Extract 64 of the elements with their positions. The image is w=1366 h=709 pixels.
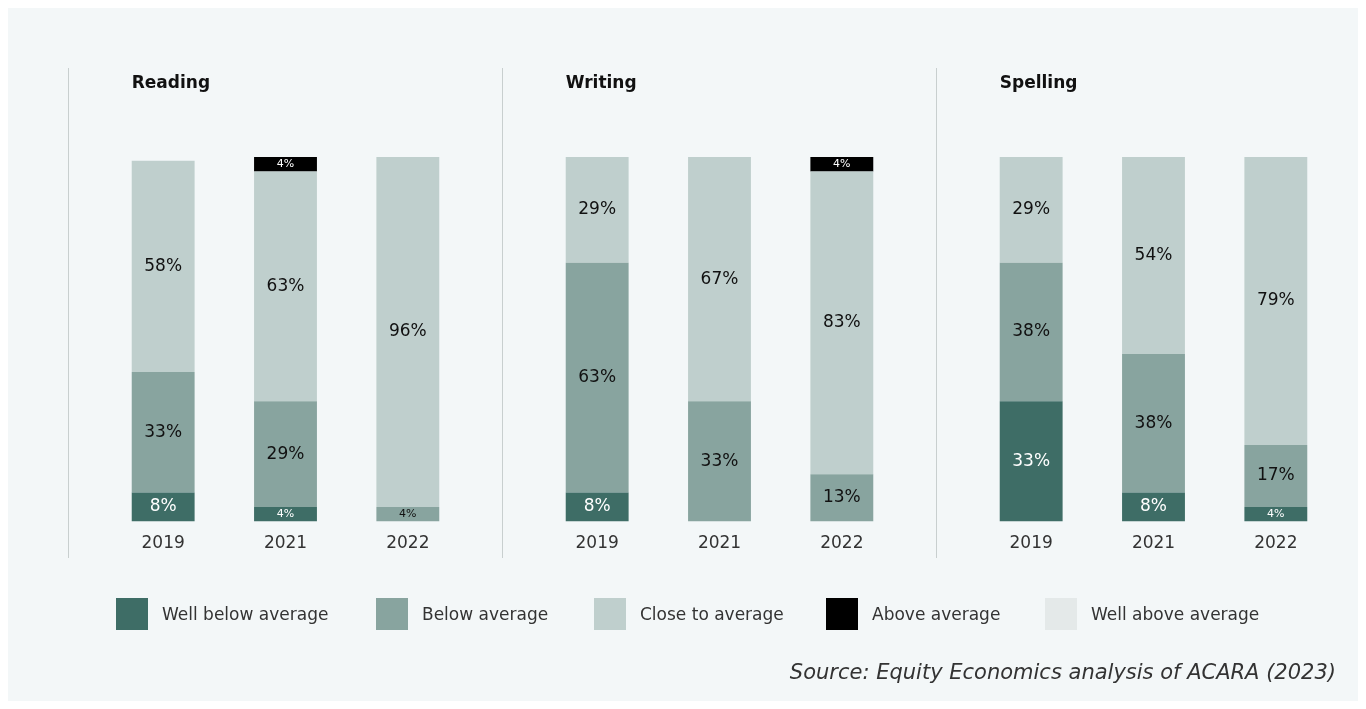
bar xyxy=(999,401,1063,522)
bar xyxy=(131,372,195,493)
bar xyxy=(565,157,629,263)
x-tick-label: 2019 xyxy=(1009,532,1053,553)
x-tick-label: 2019 xyxy=(141,532,185,553)
bar xyxy=(999,262,1063,402)
bar xyxy=(254,157,317,172)
data-label: 4% xyxy=(833,157,851,171)
data-label: 4% xyxy=(276,507,295,521)
x-tick-label: 2021 xyxy=(1131,532,1176,553)
x-tick-label: 2021 xyxy=(263,532,308,553)
legend-label: Well below average xyxy=(162,604,329,624)
data-label: 33% xyxy=(700,449,739,470)
data-label: 54% xyxy=(1134,243,1173,264)
bar xyxy=(999,157,1063,263)
x-tick-label: 2022 xyxy=(386,532,430,553)
data-label: 33% xyxy=(1012,449,1051,470)
bar xyxy=(254,171,317,402)
data-label: 29% xyxy=(578,198,617,219)
bar xyxy=(688,401,751,522)
data-label: 8% xyxy=(583,495,611,516)
bar xyxy=(254,401,317,508)
x-tick-label: 2022 xyxy=(1254,532,1298,553)
bar xyxy=(1244,157,1308,446)
data-label: 33% xyxy=(144,420,183,441)
x-tick-label: 2019 xyxy=(575,532,619,553)
bar xyxy=(565,262,629,493)
legend-label: Below average xyxy=(422,604,549,624)
data-label: 29% xyxy=(266,442,305,463)
data-label: 38% xyxy=(1012,320,1051,341)
x-tick-label: 2022 xyxy=(820,532,864,553)
data-label: 79% xyxy=(1256,289,1295,310)
legend-label: Close to average xyxy=(640,604,784,624)
x-tick-label: 2021 xyxy=(697,532,742,553)
chart-title: Spelling xyxy=(999,72,1078,93)
legend-label: Well above average xyxy=(1091,604,1260,624)
bar xyxy=(1244,445,1308,508)
data-label: 96% xyxy=(388,320,427,341)
data-label: 38% xyxy=(1134,411,1173,432)
data-label: 4% xyxy=(276,157,295,171)
data-label: 4% xyxy=(399,507,417,521)
bar xyxy=(810,157,874,172)
bar xyxy=(688,157,751,402)
source-note: Source: Equity Economics analysis of ACARA (2023) xyxy=(789,660,1336,684)
legend-label: Above average xyxy=(872,604,1001,624)
data-label: 13% xyxy=(822,486,861,507)
data-label: 58% xyxy=(144,254,183,275)
bar xyxy=(1122,157,1185,354)
data-label: 8% xyxy=(149,495,177,516)
bar xyxy=(376,157,440,508)
data-label: 67% xyxy=(700,267,739,288)
data-label: 4% xyxy=(1267,507,1285,521)
chart-title: Writing xyxy=(565,72,637,93)
data-label: 8% xyxy=(1140,495,1167,516)
bar xyxy=(810,171,874,475)
data-label: 29% xyxy=(1012,198,1051,219)
bar xyxy=(1122,353,1185,493)
data-label: 17% xyxy=(1256,464,1295,485)
bar xyxy=(131,160,195,373)
data-label: 83% xyxy=(822,311,861,332)
bar xyxy=(810,474,874,522)
chart-title: Reading xyxy=(131,72,211,93)
data-label: 63% xyxy=(266,274,305,295)
data-label: 63% xyxy=(578,366,617,386)
